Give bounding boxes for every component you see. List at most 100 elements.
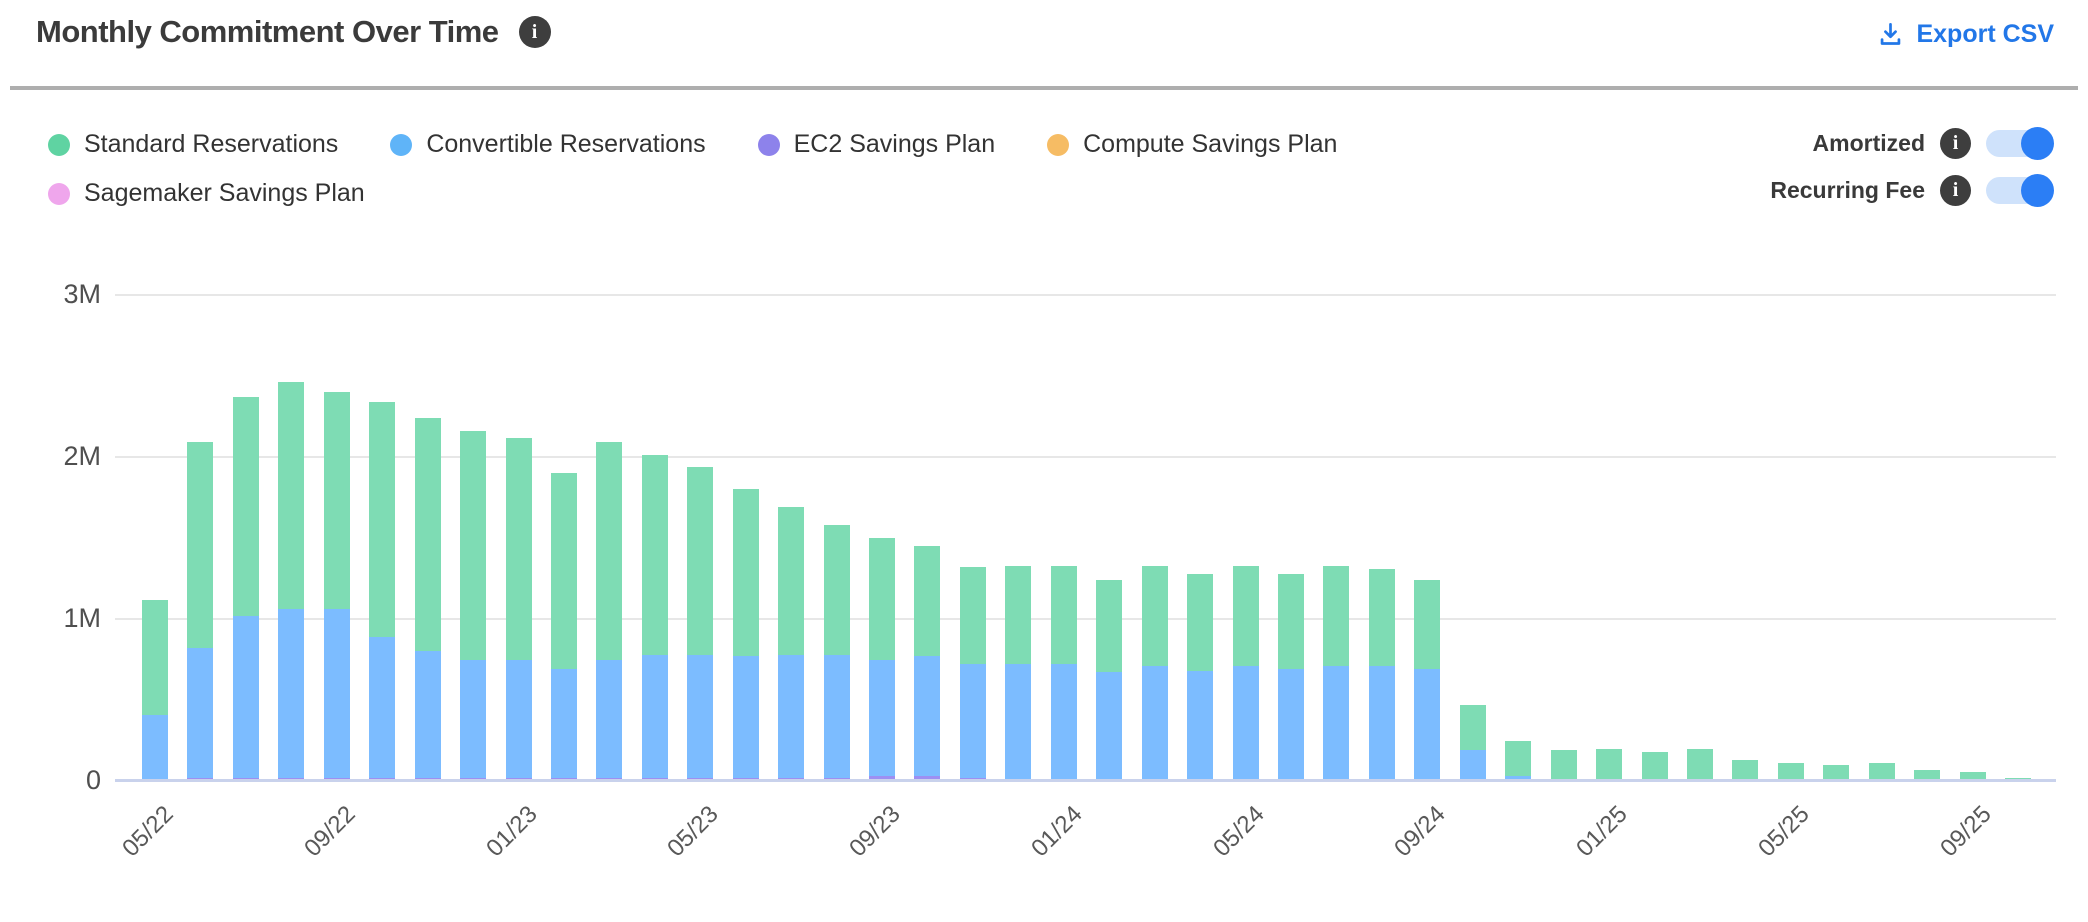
bar-segment-convertible-reservations[interactable] [1323,666,1349,781]
bar-segment-standard-reservations[interactable] [914,546,940,656]
legend-item-standard-reservations[interactable]: Standard Reservations [48,130,338,159]
bar-segment-convertible-reservations[interactable] [1142,666,1168,781]
bar-segment-standard-reservations[interactable] [324,392,350,609]
bar-segment-standard-reservations[interactable] [1278,574,1304,669]
bar-segment-convertible-reservations[interactable] [733,656,759,778]
recurring-fee-toggle[interactable] [1986,174,2054,207]
bar-segment-standard-reservations[interactable] [1778,763,1804,781]
bar-segment-convertible-reservations[interactable] [278,609,304,778]
bar-segment-convertible-reservations[interactable] [596,660,622,778]
bar-segment-standard-reservations[interactable] [733,489,759,656]
bar-segment-convertible-reservations[interactable] [187,648,213,778]
bar-segment-convertible-reservations[interactable] [642,655,668,778]
bar-segment-convertible-reservations[interactable] [1414,669,1440,781]
bar-segment-convertible-reservations[interactable] [233,616,259,778]
y-axis-label: 3M [63,279,101,309]
bar-segment-standard-reservations[interactable] [1096,580,1122,672]
amortized-toggle[interactable] [1986,127,2054,160]
legend-item-convertible-reservations[interactable]: Convertible Reservations [390,130,706,159]
x-axis-label: 05/22 [117,800,179,863]
export-csv-button[interactable]: Export CSV [1877,20,2054,49]
gridline [115,294,2056,296]
bar-segment-standard-reservations[interactable] [1323,566,1349,666]
bar-segment-standard-reservations[interactable] [187,442,213,648]
bar-segment-convertible-reservations[interactable] [824,655,850,778]
bar-segment-standard-reservations[interactable] [1460,705,1486,750]
export-csv-label: Export CSV [1916,20,2054,48]
bar-segment-standard-reservations[interactable] [1642,752,1668,781]
x-axis-label: 05/25 [1753,800,1815,863]
bar-segment-standard-reservations[interactable] [960,567,986,664]
page-title: Monthly Commitment Over Time [36,14,499,49]
bar-segment-standard-reservations[interactable] [869,538,895,660]
bar-segment-convertible-reservations[interactable] [142,715,168,779]
legend-label: Sagemaker Savings Plan [84,179,365,207]
bar-segment-ec2-savings-plan[interactable] [869,776,895,781]
bar-segment-standard-reservations[interactable] [142,600,168,715]
y-axis-label: 1M [63,603,101,633]
bar-segment-standard-reservations[interactable] [506,438,532,660]
bar-segment-convertible-reservations[interactable] [369,637,395,778]
bar-segment-standard-reservations[interactable] [687,467,713,655]
bar-segment-ec2-savings-plan[interactable] [914,776,940,781]
bar-segment-standard-reservations[interactable] [233,397,259,616]
bar-segment-standard-reservations[interactable] [460,431,486,660]
legend-item-compute-savings-plan[interactable]: Compute Savings Plan [1047,130,1337,159]
bar-segment-convertible-reservations[interactable] [869,660,895,776]
x-axis-label: 05/24 [1208,800,1270,863]
bar-segment-convertible-reservations[interactable] [778,655,804,778]
bar-segment-convertible-reservations[interactable] [324,609,350,778]
bar-segment-standard-reservations[interactable] [1823,765,1849,781]
bar-segment-standard-reservations[interactable] [1732,760,1758,781]
bar-segment-convertible-reservations[interactable] [1460,750,1486,781]
bar-segment-standard-reservations[interactable] [278,382,304,609]
bar-segment-standard-reservations[interactable] [1142,566,1168,666]
bar-segment-convertible-reservations[interactable] [1005,664,1031,781]
bar-segment-standard-reservations[interactable] [1960,772,1986,781]
toggle-knob [2021,174,2054,207]
bar-segment-standard-reservations[interactable] [1414,580,1440,669]
bar-segment-standard-reservations[interactable] [1369,569,1395,666]
bar-segment-standard-reservations[interactable] [1869,763,1895,781]
recurring-fee-info-icon[interactable] [1940,175,1971,206]
bar-segment-standard-reservations[interactable] [1914,770,1940,781]
bar-segment-standard-reservations[interactable] [1687,749,1713,781]
bar-segment-convertible-reservations[interactable] [687,655,713,778]
bar-segment-standard-reservations[interactable] [1233,566,1259,666]
bar-segment-standard-reservations[interactable] [596,442,622,660]
bar-segment-standard-reservations[interactable] [1005,566,1031,664]
amortized-info-icon[interactable] [1940,128,1971,159]
bar-segment-convertible-reservations[interactable] [914,656,940,776]
bar-segment-standard-reservations[interactable] [1505,741,1531,776]
bar-segment-convertible-reservations[interactable] [415,651,441,778]
recurring-fee-toggle-row: Recurring Fee [1770,174,2054,207]
bar-segment-convertible-reservations[interactable] [1505,776,1531,781]
bar-segment-standard-reservations[interactable] [1551,750,1577,781]
bar-segment-standard-reservations[interactable] [778,507,804,655]
bar-segment-standard-reservations[interactable] [551,473,577,669]
bar-segment-convertible-reservations[interactable] [1233,666,1259,781]
bar-segment-standard-reservations[interactable] [642,455,668,655]
bar-segment-standard-reservations[interactable] [415,418,441,651]
bar-segment-convertible-reservations[interactable] [551,669,577,778]
x-axis-label: 09/24 [1389,800,1451,863]
standard-reservations-dot-icon [48,133,70,156]
legend-item-sagemaker-savings-plan[interactable]: Sagemaker Savings Plan [48,179,365,208]
bar-segment-standard-reservations[interactable] [1596,749,1622,781]
bar-segment-convertible-reservations[interactable] [960,664,986,778]
bar-segment-convertible-reservations[interactable] [460,660,486,778]
bar-segment-convertible-reservations[interactable] [1187,671,1213,781]
bar-segment-convertible-reservations[interactable] [1278,669,1304,781]
bar-segment-convertible-reservations[interactable] [1051,664,1077,781]
bar-segment-convertible-reservations[interactable] [1096,672,1122,781]
bar-segment-standard-reservations[interactable] [824,525,850,655]
bar-segment-standard-reservations[interactable] [1051,566,1077,664]
legend-label: Convertible Reservations [426,130,706,158]
bar-segment-standard-reservations[interactable] [1187,574,1213,671]
legend-item-ec2-savings-plan[interactable]: EC2 Savings Plan [757,130,995,159]
bar-segment-convertible-reservations[interactable] [506,660,532,778]
title-info-icon[interactable] [518,16,551,48]
bar-segment-standard-reservations[interactable] [369,402,395,637]
bar-segment-convertible-reservations[interactable] [1369,666,1395,781]
